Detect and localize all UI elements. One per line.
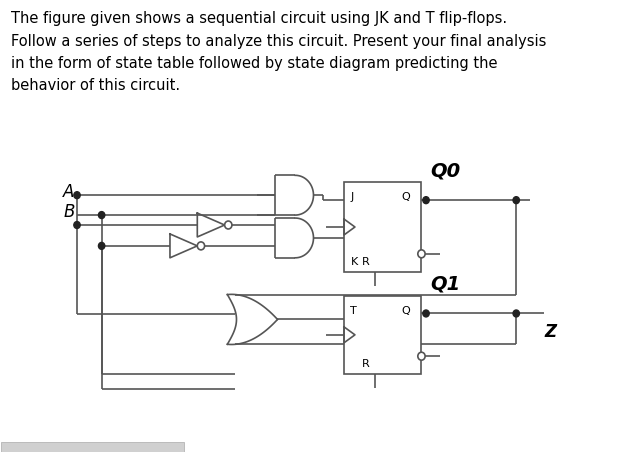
Text: R: R bbox=[362, 359, 370, 369]
Text: Q: Q bbox=[401, 305, 410, 315]
Circle shape bbox=[224, 221, 232, 229]
Circle shape bbox=[99, 242, 105, 249]
Circle shape bbox=[197, 242, 205, 250]
Circle shape bbox=[513, 310, 520, 317]
Text: Z: Z bbox=[545, 323, 557, 341]
Circle shape bbox=[423, 197, 429, 204]
Circle shape bbox=[74, 192, 80, 199]
Text: R: R bbox=[362, 257, 370, 267]
Circle shape bbox=[418, 250, 425, 258]
Text: The figure given shows a sequential circuit using JK and T flip-flops.
Follow a : The figure given shows a sequential circ… bbox=[11, 11, 546, 93]
Bar bbox=[344, 182, 422, 272]
Bar bbox=[344, 295, 422, 374]
Text: Q: Q bbox=[401, 192, 410, 202]
Bar bbox=[1, 442, 184, 452]
Text: B: B bbox=[63, 203, 75, 221]
Circle shape bbox=[99, 212, 105, 218]
Text: K: K bbox=[350, 257, 358, 267]
Text: Q0: Q0 bbox=[430, 161, 461, 180]
Circle shape bbox=[74, 222, 80, 228]
Text: Q1: Q1 bbox=[430, 275, 461, 294]
Text: T: T bbox=[350, 305, 357, 315]
Text: J: J bbox=[350, 192, 354, 202]
Circle shape bbox=[418, 352, 425, 360]
Circle shape bbox=[513, 197, 520, 204]
Circle shape bbox=[423, 310, 429, 317]
Text: A: A bbox=[63, 183, 75, 201]
